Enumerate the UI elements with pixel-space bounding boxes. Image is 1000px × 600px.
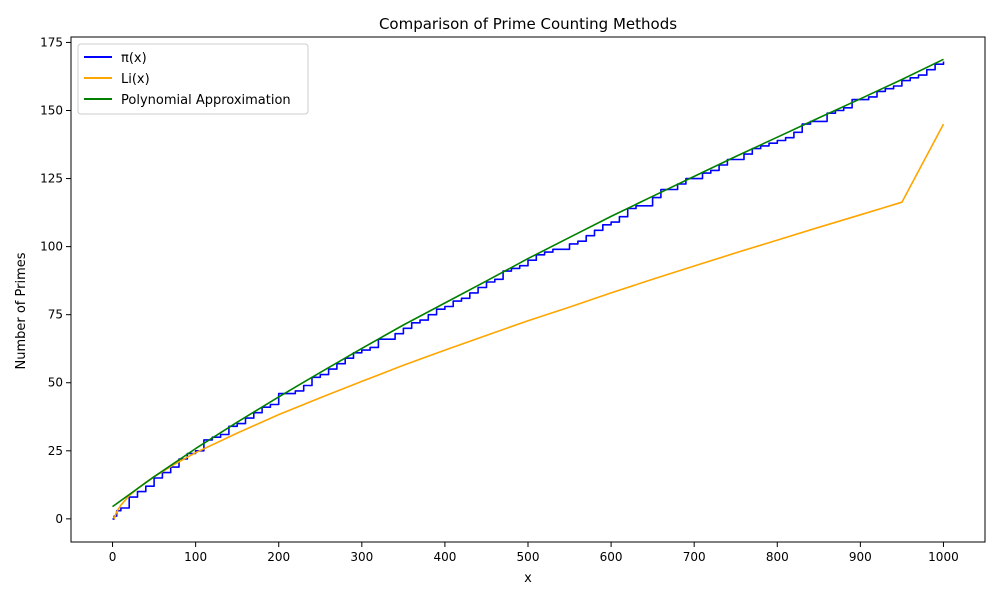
series-line-0 <box>112 61 945 520</box>
x-tick-label-10: 1000 <box>928 550 959 564</box>
x-tick-label-9: 900 <box>849 550 872 564</box>
series-line-2 <box>112 58 944 508</box>
y-tick-label-4: 100 <box>40 240 63 254</box>
y-axis: 0 25 50 75 100 125 150 175 <box>40 35 71 526</box>
y-tick-label-5: 125 <box>40 172 63 186</box>
legend-label-1: Li(x) <box>121 72 150 87</box>
x-tick-label-2: 200 <box>267 550 290 564</box>
x-tick-label-4: 400 <box>433 550 456 564</box>
legend-label-2: Polynomial Approximation <box>121 93 291 108</box>
chart-title: Comparison of Prime Counting Methods <box>379 15 677 33</box>
x-tick-label-0: 0 <box>109 550 117 564</box>
legend: π(x) Li(x) Polynomial Approximation <box>77 43 309 115</box>
y-axis-label: Number of Primes <box>14 252 29 369</box>
y-tick-label-0: 0 <box>55 512 63 526</box>
y-tick-label-3: 75 <box>48 308 63 322</box>
x-axis: 0 100 200 300 400 500 600 700 800 900 1000 <box>109 542 959 564</box>
x-tick-label-8: 800 <box>766 550 789 564</box>
legend-box <box>77 43 309 115</box>
x-tick-label-7: 700 <box>683 550 706 564</box>
x-tick-label-5: 500 <box>517 550 540 564</box>
y-tick-label-1: 25 <box>48 444 63 458</box>
legend-label-0: π(x) <box>121 51 147 66</box>
x-axis-label: x <box>524 571 532 586</box>
plot-area <box>70 36 986 543</box>
y-tick-label-6: 150 <box>40 104 63 118</box>
x-tick-label-3: 300 <box>350 550 373 564</box>
y-tick-label-2: 50 <box>48 376 63 390</box>
y-tick-label-7: 175 <box>40 35 63 49</box>
x-tick-label-1: 100 <box>184 550 207 564</box>
x-tick-label-6: 600 <box>600 550 623 564</box>
